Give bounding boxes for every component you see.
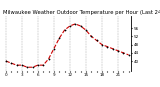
Text: Milwaukee Weather Outdoor Temperature per Hour (Last 24 Hours): Milwaukee Weather Outdoor Temperature pe… bbox=[3, 10, 160, 15]
